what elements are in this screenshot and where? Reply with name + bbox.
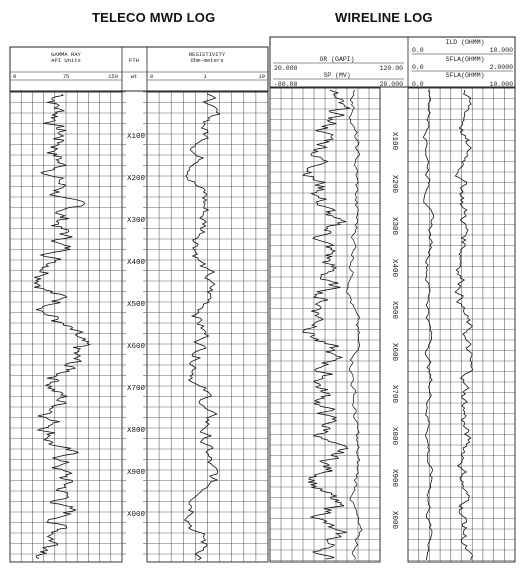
wireline-depth-x600: X600 [390, 343, 398, 362]
teleco-depth-x100: X100 [127, 133, 146, 141]
teleco-depth-x300: X300 [127, 217, 146, 225]
res-scale-max: 10 [258, 73, 265, 80]
wireline-header: GR (GAPI) 20.000 120.00 SP (MV) -80.00 2… [269, 36, 516, 88]
wireline-depth-x400: X400 [390, 259, 398, 278]
resistivity-header: RESISTIVITY [189, 51, 226, 58]
sfla-scale-2-max: 10.000 [490, 81, 514, 88]
teleco-depth-x700: X700 [127, 385, 146, 393]
teleco-header: GAMMA RAY API Units 0 75 150 FTH wt RESI… [9, 46, 269, 92]
sfla-header-1: SFLA(OHMM) [445, 56, 484, 63]
teleco-depth-x500: X500 [127, 301, 146, 309]
depth-column-header: FTH [129, 57, 139, 64]
sp-header: SP (MV) [323, 72, 350, 79]
sfla-trace [454, 89, 474, 561]
sp-scale-min: -80.00 [274, 81, 298, 88]
gr-scale-max: 120.00 [380, 65, 404, 72]
wireline-depth-x900: X900 [390, 469, 398, 488]
sp-scale-max: 20.000 [380, 81, 404, 88]
ild-header: ILD (OHMM) [445, 39, 484, 46]
gamma-scale-max: 150 [108, 73, 118, 80]
gamma-scale-min: 0 [13, 73, 16, 80]
depth-column-unit: wt [131, 73, 138, 80]
ild-trace [422, 89, 435, 561]
res-scale-min: 0 [150, 73, 153, 80]
teleco-depth-x400: X400 [127, 259, 146, 267]
sp-trace [346, 89, 363, 561]
teleco-depth-x800: X800 [127, 427, 146, 435]
gamma-scale-mid: 75 [63, 73, 70, 80]
gamma-ray-units: API Units [51, 57, 81, 64]
wireline-depth-x700: X700 [390, 385, 398, 404]
gamma-ray-trace [33, 93, 91, 560]
sfla-scale-1-min: 0.0 [412, 64, 424, 71]
log-traces [33, 89, 474, 561]
gamma-ray-header: GAMMA RAY [51, 51, 81, 58]
teleco-mwd-log-title: TELECO MWD LOG [92, 10, 216, 25]
wireline-depth-x500: X500 [390, 301, 398, 320]
resistivity-units: Ohm-meters [190, 57, 223, 64]
sfla-scale-1-max: 2.0000 [490, 64, 514, 71]
wireline-depth-x000: X000 [390, 511, 398, 530]
gamma-ray-track-grid [9, 91, 123, 563]
teleco-depth-x600: X600 [127, 343, 146, 351]
sfla-scale-2-min: 0.0 [412, 81, 424, 88]
gr-header: GR (GAPI) [319, 56, 354, 63]
teleco-depth-labels: X100 X200 X300 X400 X500 X600 X700 X800 … [127, 133, 146, 519]
resistivity-wireline-track-grid [407, 87, 516, 563]
teleco-depth-x200: X200 [127, 175, 146, 183]
resistivity-trace [183, 93, 221, 561]
log-grids [9, 87, 516, 563]
wireline-depth-labels: X100 X200 X300 X400 X500 X600 X700 X800 … [390, 132, 398, 530]
wireline-depth-x200: X200 [390, 175, 398, 194]
teleco-depth-x000: X000 [127, 511, 146, 519]
wireline-log-title: WIRELINE LOG [335, 10, 433, 25]
teleco-depth-x900: X900 [127, 469, 146, 477]
wireline-depth-x300: X300 [390, 217, 398, 236]
wireline-depth-x100: X100 [390, 132, 398, 151]
gr-sp-track-grid [269, 87, 381, 563]
sfla-header-2: SFLA(OHMM) [445, 72, 484, 79]
teleco-depth-ticks [122, 91, 147, 555]
gr-trace [302, 89, 351, 560]
wireline-depth-x800: X800 [390, 427, 398, 446]
ild-scale-min: 0.0 [412, 47, 424, 54]
res-scale-mid: 1 [203, 73, 207, 80]
gr-scale-min: 20.000 [274, 65, 298, 72]
ild-scale-max: 10.000 [490, 47, 514, 54]
resistivity-track-grid [146, 91, 269, 563]
